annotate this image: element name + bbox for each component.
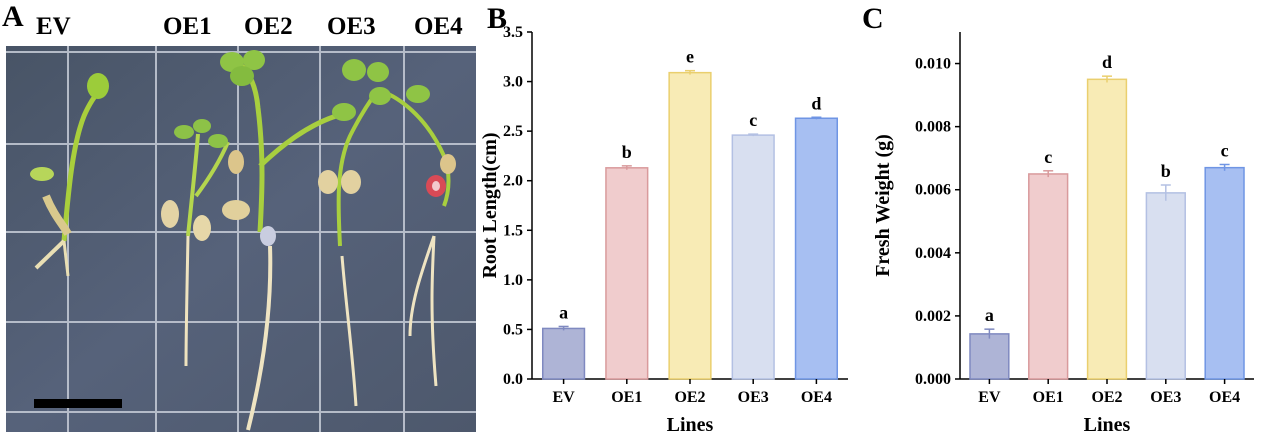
- photo-label-ev: EV: [36, 13, 71, 40]
- seedling-oe2: [220, 50, 356, 431]
- significance-letter: a: [559, 302, 568, 322]
- y-axis-title: Root Length(cm): [480, 132, 501, 278]
- photo-label-oe2: OE2: [244, 13, 293, 40]
- grid-lines: [6, 46, 476, 432]
- bar: [605, 167, 649, 380]
- x-tick-label: OE4: [801, 389, 832, 406]
- y-tick-label: 0.000: [915, 371, 951, 388]
- x-tick-label: OE3: [738, 389, 769, 406]
- bar: [541, 327, 586, 380]
- x-axis-title: Lines: [667, 414, 714, 436]
- bar: [731, 134, 775, 380]
- significance-letter: c: [1221, 140, 1229, 160]
- significance-letter: c: [1044, 147, 1052, 167]
- y-tick-label: 3.0: [503, 74, 523, 91]
- x-axis-title: Lines: [1084, 414, 1131, 436]
- fresh-weight-chart: 0.000 0.002 0.004 0.006 0.008 0.010 a EV c OE1 d OE…: [872, 32, 1254, 436]
- x-tick-label: OE3: [1150, 389, 1181, 406]
- seedling-photo: [6, 46, 476, 432]
- y-tick-label: 1.5: [503, 222, 523, 239]
- y-tick-label: 0.004: [915, 245, 951, 262]
- bar: [668, 71, 712, 380]
- x-tick-label: OE1: [611, 389, 642, 406]
- y-tick-label: 1.0: [503, 272, 523, 289]
- panel-letter-a: A: [2, 0, 24, 33]
- y-tick-label: 0.010: [915, 56, 951, 73]
- bar: [1204, 166, 1245, 380]
- y-tick-label: 0.002: [915, 308, 951, 325]
- bar: [1145, 192, 1186, 380]
- photo-label-oe3: OE3: [327, 13, 376, 40]
- y-tick-label: 2.5: [503, 123, 523, 140]
- seedling-oe3: [318, 59, 451, 407]
- bar: [1028, 173, 1069, 380]
- significance-letter: b: [1161, 161, 1171, 181]
- x-tick-label: EV: [978, 389, 1001, 406]
- x-tick-label: OE2: [1091, 389, 1122, 406]
- scale-bar: [34, 399, 122, 408]
- significance-letter: b: [622, 142, 632, 162]
- significance-letter: e: [686, 47, 694, 67]
- y-tick-label: 0.008: [915, 119, 951, 136]
- significance-letter: c: [749, 110, 757, 130]
- y-axis-title: Fresh Weight (g): [872, 134, 894, 277]
- significance-letter: a: [985, 305, 994, 325]
- significance-letter: d: [811, 93, 821, 113]
- y-tick-label: 0.0: [503, 371, 523, 388]
- x-tick-label: OE4: [1209, 389, 1240, 406]
- photo-label-oe4: OE4: [414, 13, 463, 40]
- root-length-chart: 0.0 0.5 1.0 1.5 2.0 2.5 3.0 3.5 a EV b OE1 e OE2 c OE3 d…: [480, 24, 848, 436]
- bar: [794, 117, 839, 380]
- x-tick-label: EV: [552, 389, 575, 406]
- photo-label-oe1: OE1: [163, 13, 212, 40]
- x-tick-label: OE2: [674, 389, 705, 406]
- seedling-oe4: [408, 154, 456, 387]
- panel-letter-c: C: [862, 2, 884, 35]
- bar: [969, 333, 1010, 380]
- y-tick-label: 2.0: [503, 173, 523, 190]
- significance-letter: d: [1102, 52, 1112, 72]
- x-tick-label: OE1: [1033, 389, 1064, 406]
- y-tick-label: 0.5: [503, 321, 523, 338]
- y-tick-label: 3.5: [503, 24, 523, 41]
- seedling-oe1: [161, 119, 230, 367]
- bar: [1086, 78, 1128, 380]
- y-tick-label: 0.006: [915, 182, 951, 199]
- seedling-ev: [30, 73, 109, 277]
- panel-letter-b: B: [487, 2, 508, 35]
